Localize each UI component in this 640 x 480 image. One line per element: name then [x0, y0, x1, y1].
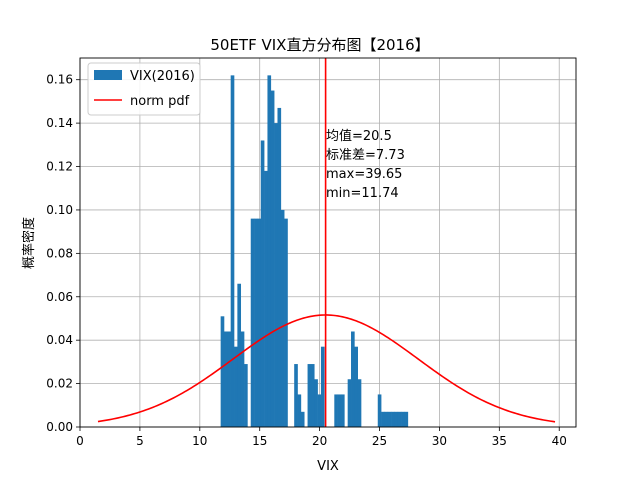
- histogram-bar: [250, 218, 255, 427]
- histogram-bar: [264, 170, 268, 427]
- histogram-bar: [334, 394, 338, 427]
- histogram-bar: [300, 411, 305, 427]
- x-tick-label: 0: [76, 434, 84, 448]
- histogram-bar: [254, 218, 258, 427]
- y-tick-label: 0.00: [46, 420, 73, 434]
- legend-label-histogram: VIX(2016): [130, 69, 195, 84]
- y-tick-label: 0.16: [46, 73, 73, 87]
- y-tick-label: 0.08: [46, 246, 73, 260]
- histogram-bar: [270, 90, 275, 427]
- x-tick-label: 5: [136, 434, 144, 448]
- histogram-bar: [377, 394, 382, 427]
- legend: VIX(2016) norm pdf: [87, 62, 201, 116]
- histogram-bar: [227, 331, 231, 427]
- norm-pdf-curve-group: [97, 58, 556, 427]
- y-tick-label: 0.14: [46, 116, 73, 130]
- x-tick-label: 40: [552, 434, 567, 448]
- annotation-max: max=39.65: [326, 167, 402, 182]
- histogram-bar: [340, 394, 345, 427]
- chart-title: 50ETF VIX直方分布图【2016】: [210, 36, 429, 54]
- x-axis-label: VIX: [317, 459, 339, 474]
- histogram-bar: [354, 346, 359, 427]
- histogram-bar: [230, 75, 235, 427]
- histogram-bar: [274, 123, 278, 427]
- y-axis-label: 概率密度: [21, 217, 37, 269]
- y-tick-label: 0.02: [46, 377, 73, 391]
- histogram-bar: [280, 209, 285, 427]
- histogram-bar: [314, 379, 318, 427]
- histogram-bar: [284, 218, 288, 427]
- plot-frame: [79, 57, 577, 428]
- x-tick-label: 20: [312, 434, 327, 448]
- histogram-bar: [384, 411, 389, 427]
- y-tick-label: 0.12: [46, 160, 73, 174]
- annotation-mean: 均值=20.5: [326, 128, 392, 144]
- histogram-bar: [387, 411, 392, 427]
- histogram-bar: [257, 218, 262, 427]
- histogram-bar: [310, 364, 315, 427]
- x-tick-label: 35: [492, 434, 507, 448]
- histogram-bar: [260, 140, 265, 427]
- stats-annotation: 均值=20.5 标准差=7.73 max=39.65 min=11.74: [326, 128, 405, 201]
- histogram-bar: [223, 331, 228, 427]
- histogram-bar: [357, 379, 362, 427]
- x-tick-label: 25: [372, 434, 387, 448]
- histogram-bar: [320, 346, 325, 427]
- histogram-bar: [347, 379, 352, 427]
- histogram-bar: [267, 75, 272, 427]
- histogram-bar: [234, 346, 238, 427]
- histogram-bar: [317, 394, 322, 427]
- histogram-bar: [404, 411, 409, 427]
- histogram-bar: [337, 394, 342, 427]
- histogram-bar: [240, 331, 245, 427]
- histogram-bar: [351, 331, 355, 427]
- annotation-std: 标准差=7.73: [326, 148, 405, 163]
- histogram-bar: [294, 364, 298, 427]
- y-tick-label: 0.06: [46, 290, 73, 304]
- legend-swatch-histogram: [94, 70, 122, 80]
- annotation-min: min=11.74: [326, 186, 399, 201]
- histogram-bar: [277, 107, 282, 428]
- norm-pdf-curve: [97, 314, 556, 423]
- x-tick-label: 10: [192, 434, 207, 448]
- histogram-bar: [391, 411, 395, 427]
- x-tick-label: 15: [252, 434, 267, 448]
- histogram-bar: [397, 411, 402, 427]
- histogram-bar: [220, 316, 225, 427]
- histogram-bar: [297, 394, 302, 427]
- histogram-bar: [381, 411, 385, 427]
- histogram-bar: [394, 411, 399, 427]
- y-tick-label: 0.10: [46, 203, 73, 217]
- histogram-bar: [307, 364, 312, 427]
- legend-label-norm-pdf: norm pdf: [130, 94, 190, 109]
- axes: 0 5 10 15 20 25 30 35 40 0.00 0.02 0.04 0.06 0.08 0.10…: [46, 57, 577, 448]
- histogram-bar: [244, 364, 248, 427]
- x-tick-label: 30: [432, 434, 447, 448]
- y-tick-label: 0.04: [46, 333, 73, 347]
- histogram-bar: [401, 411, 405, 427]
